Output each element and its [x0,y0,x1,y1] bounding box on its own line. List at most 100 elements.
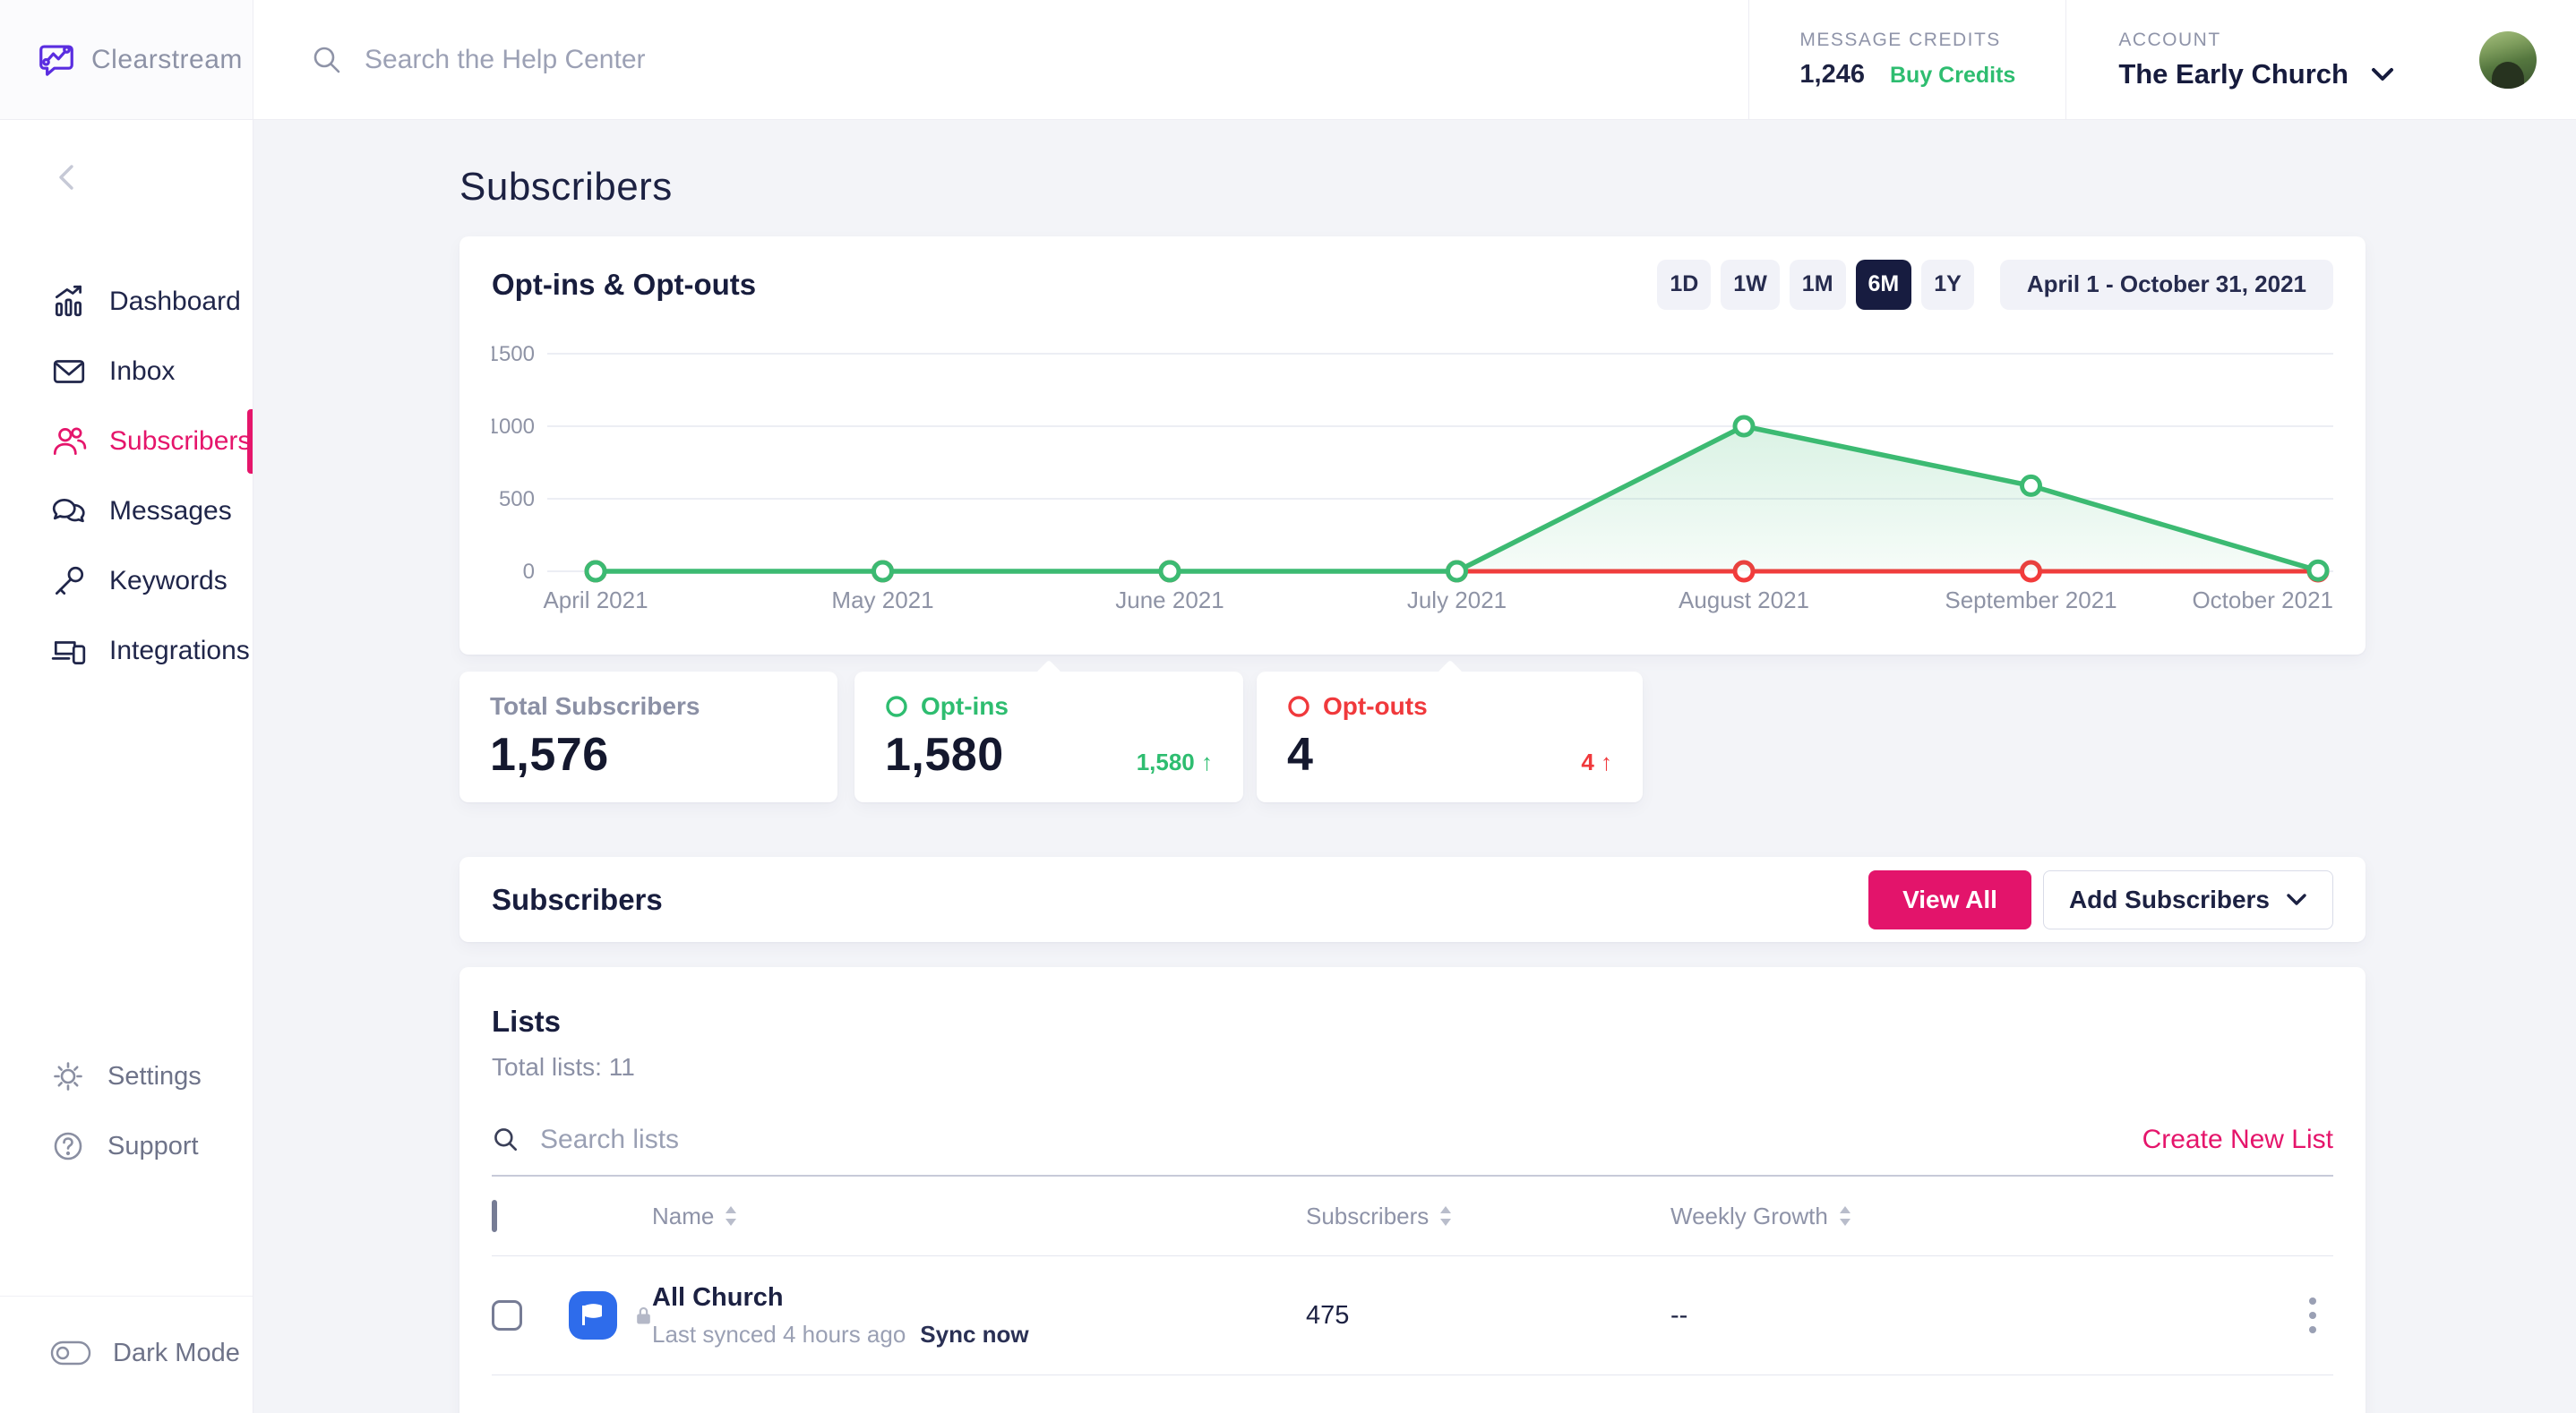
lists-table-header: Name Subscribers Weekly Growth [492,1177,2333,1255]
add-subscribers-label: Add Subscribers [2068,885,2270,913]
date-range-button[interactable]: April 1 - October 31, 2021 [1999,259,2333,310]
buy-credits-link[interactable]: Buy Credits [1890,63,2016,88]
sidebar-item-messages[interactable]: Messages [0,476,253,546]
card-notch [1035,659,1062,686]
subscribers-count: 475 [1306,1300,1350,1330]
keywords-icon [55,566,84,595]
list-name[interactable]: All Church [652,1282,784,1312]
sidebar-nav: Dashboard Inbox Subscribers Messages [0,267,253,686]
search-lists-input[interactable] [540,1125,2123,1155]
subscribers-title: Subscribers [492,882,663,916]
optins-optouts-card: Opt-ins & Opt-outs 1D 1W 1M 6M 1Y April … [459,236,2366,655]
stat-value: 4 [1287,729,1314,781]
table-divider [492,1255,2333,1256]
stat-delta: 1,580 ↑ [1136,749,1213,775]
avatar[interactable] [2479,30,2537,89]
stat-label: Total Subscribers [490,692,700,720]
red-circle-icon [1288,696,1309,717]
chart-title: Opt-ins & Opt-outs [492,267,757,301]
svg-text:October 2021: October 2021 [2192,587,2333,613]
select-all-checkbox[interactable] [492,1199,497,1232]
lists-title: Lists [492,1005,562,1038]
stat-value: 1,576 [490,729,609,781]
range-1w[interactable]: 1W [1721,259,1780,310]
sidebar-item-settings[interactable]: Settings [0,1041,253,1111]
sort-icon [1839,1206,1850,1226]
stat-delta: 4 ↑ [1581,749,1612,775]
svg-text:1500: 1500 [492,342,535,366]
svg-text:July 2021: July 2021 [1407,587,1507,613]
create-new-list-link[interactable]: Create New List [2142,1125,2333,1154]
help-search [253,0,1748,119]
sidebar-item-support[interactable]: Support [0,1111,253,1181]
topbar: Clearstream MESSAGE CREDITS 1,246 Buy Cr… [0,0,2576,120]
range-1y[interactable]: 1Y [1921,259,1974,310]
account-switcher[interactable]: ACCOUNT The Early Church [2065,0,2447,119]
inbox-icon [53,360,85,383]
stat-opt-outs: Opt-outs 4 4 ↑ [1257,659,1643,802]
range-1d[interactable]: 1D [1657,259,1712,310]
sidebar-item-label: Support [107,1131,199,1160]
view-all-button[interactable]: View All [1868,869,2031,929]
subscribers-icon [53,427,87,456]
add-subscribers-button[interactable]: Add Subscribers [2042,869,2333,929]
svg-text:500: 500 [499,487,535,511]
dark-mode-label: Dark Mode [113,1338,240,1367]
stat-value: 1,580 [885,729,1004,781]
sidebar-item-subscribers[interactable]: Subscribers [0,407,253,476]
sidebar-item-label: Subscribers [109,426,252,456]
range-1m[interactable]: 1M [1789,259,1846,310]
sidebar-item-label: Inbox [109,356,176,386]
sidebar-item-label: Settings [107,1061,202,1091]
message-credits: MESSAGE CREDITS 1,246 Buy Credits [1748,0,2065,119]
help-search-input[interactable] [365,44,1171,75]
integrations-icon [51,641,86,665]
kebab-icon [2309,1297,2316,1333]
range-6m[interactable]: 6M [1855,259,1912,310]
dark-mode-toggle[interactable]: Dark Mode [0,1318,253,1388]
stat-total-subscribers: Total Subscribers 1,576 [459,672,837,802]
weekly-growth-value: -- [1670,1300,1688,1330]
clearstream-logo-icon [39,44,73,76]
sidebar: Dashboard Inbox Subscribers Messages [0,120,253,1413]
lists-card: Lists Total lists: 11 Create New List Na… [459,967,2366,1413]
search-icon [494,1128,517,1151]
sidebar-item-dashboard[interactable]: Dashboard [0,267,253,337]
active-indicator [247,409,253,474]
range-selector: 1D 1W 1M 6M 1Y April 1 - October 31, 202… [1657,259,2333,310]
sync-now-link[interactable]: Sync now [920,1320,1029,1348]
row-menu-button[interactable] [2292,1283,2333,1348]
row-checkbox[interactable] [492,1300,522,1331]
sidebar-item-keywords[interactable]: Keywords [0,546,253,616]
stat-label: Opt-outs [1323,692,1428,720]
header-weekly-growth[interactable]: Weekly Growth [1670,1203,2122,1230]
avatar-cell [2447,0,2576,119]
search-underline [492,1175,2333,1177]
sort-icon [1440,1206,1452,1226]
sidebar-item-integrations[interactable]: Integrations [0,616,253,686]
search-icon [313,47,340,73]
stat-label: Opt-ins [921,692,1009,720]
svg-text:0: 0 [523,560,535,584]
sort-icon [726,1206,737,1226]
last-synced-text: Last synced 4 hours ago [652,1320,906,1348]
svg-text:September 2021: September 2021 [1945,587,2117,613]
svg-text:May 2021: May 2021 [831,587,933,613]
logo[interactable]: Clearstream [0,0,253,119]
header-name[interactable]: Name [652,1203,1306,1230]
sidebar-item-inbox[interactable]: Inbox [0,337,253,407]
optins-chart: 0 500 1000 1500 April 2021 May 2021 June 2021 J… [492,342,2333,613]
table-divider [492,1374,2333,1375]
logo-text: Clearstream [91,44,243,74]
svg-text:April 2021: April 2021 [543,587,648,613]
credits-value: 1,246 [1799,60,1865,89]
header-subscribers[interactable]: Subscribers [1306,1203,1670,1230]
dashboard-icon [55,285,82,317]
planning-center-icon [569,1291,617,1340]
account-label: ACCOUNT [2118,29,2221,50]
toggle-off-icon [50,1340,91,1366]
collapse-sidebar-button[interactable] [50,159,86,195]
sidebar-footer: Settings Support Dark Mode [0,1041,253,1413]
credits-label: MESSAGE CREDITS [1799,30,2001,50]
card-notch [1437,659,1463,686]
